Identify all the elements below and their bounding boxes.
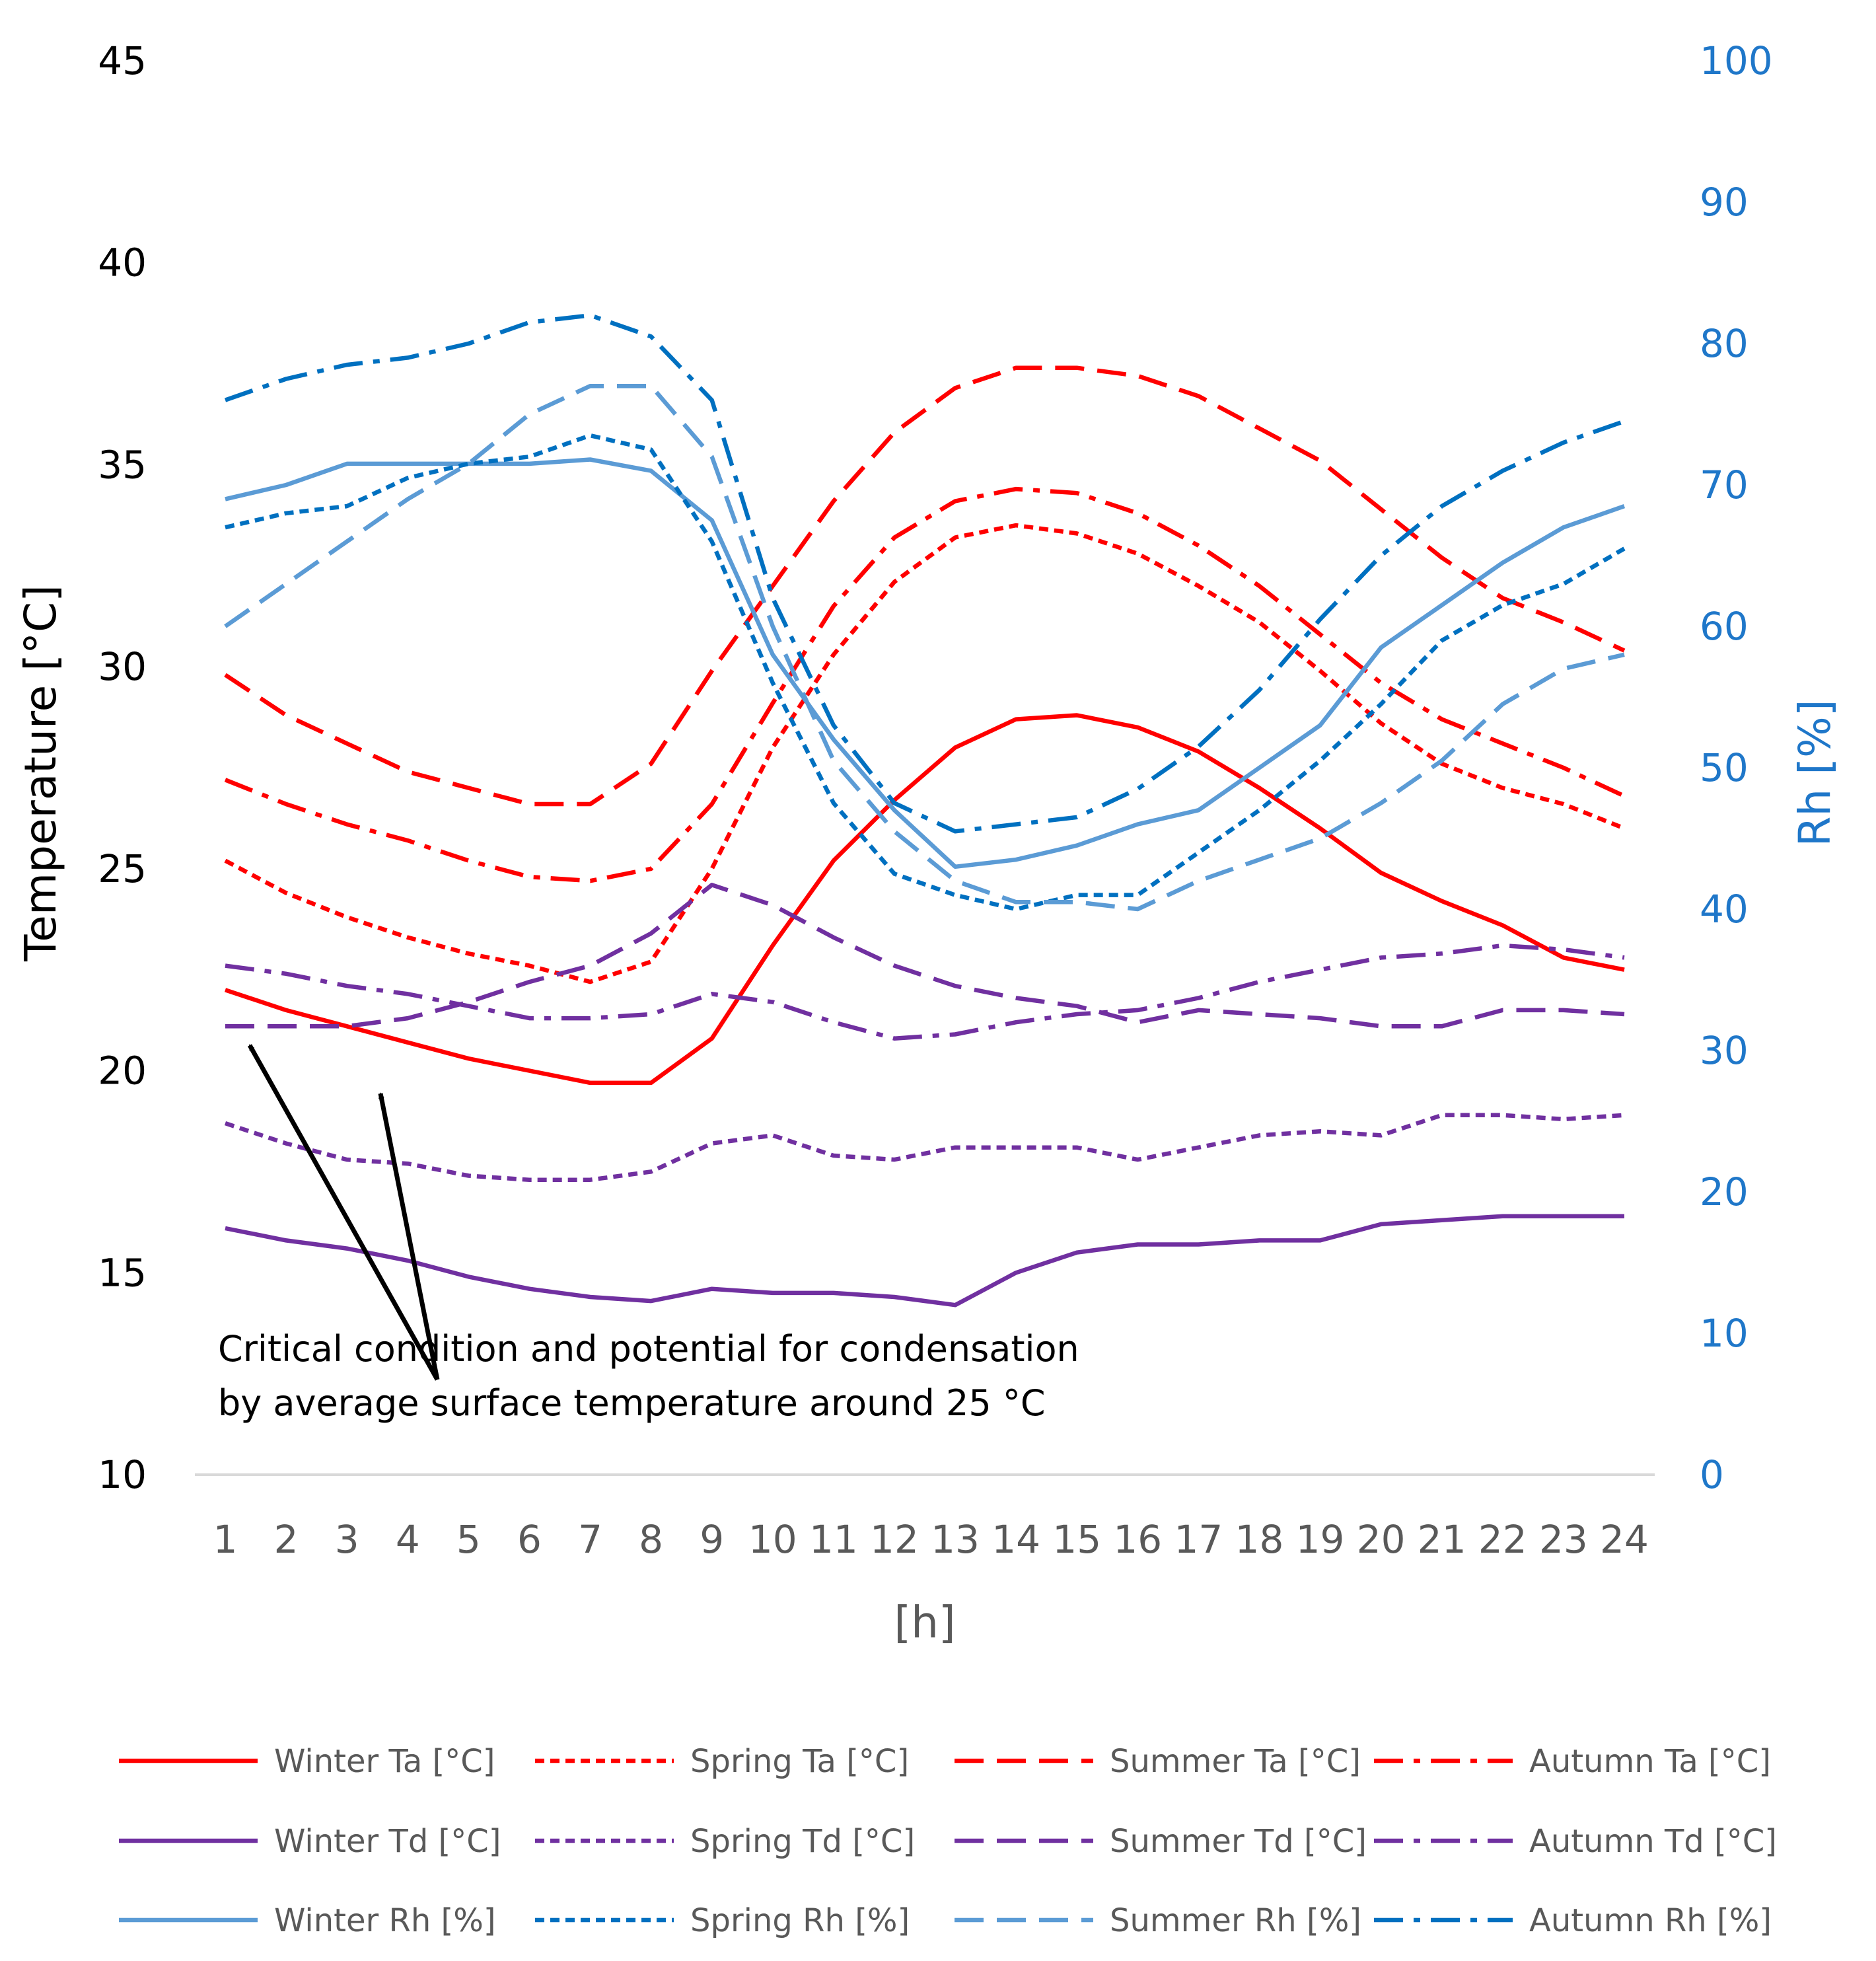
- left-tick-label: 35: [98, 442, 147, 487]
- right-tick-label: 80: [1700, 321, 1749, 366]
- left-tick-label: 15: [98, 1250, 147, 1295]
- left-axis-title: Temperature [°C]: [15, 585, 66, 962]
- left-tick-label: 30: [98, 644, 147, 689]
- annotation-line-1: Critical condition and potential for con…: [218, 1328, 1079, 1370]
- x-tick-label: 19: [1296, 1517, 1345, 1562]
- x-tick-label: 4: [396, 1517, 420, 1562]
- left-tick-label: 10: [98, 1452, 147, 1497]
- right-tick-label: 10: [1700, 1311, 1749, 1356]
- x-axis-title: [h]: [894, 1597, 955, 1648]
- series-line-9: [225, 433, 1626, 912]
- right-tick-label: 40: [1700, 887, 1749, 932]
- x-tick-label: 11: [809, 1517, 858, 1562]
- x-tick-label: 13: [931, 1517, 980, 1562]
- legend-label: Spring Rh [%]: [690, 1902, 910, 1939]
- x-tick-label: 18: [1235, 1517, 1284, 1562]
- annotation-arrow-2: [378, 1092, 440, 1380]
- series-lines: [224, 313, 1626, 1308]
- left-tick-label: 25: [98, 846, 147, 891]
- series-line-7: [225, 943, 1625, 1041]
- x-tick-label: 1: [213, 1517, 238, 1562]
- right-tick-label: 90: [1700, 180, 1749, 225]
- x-tick-label: 5: [456, 1517, 481, 1562]
- x-tick-label: 20: [1357, 1517, 1406, 1562]
- right-tick-label: 100: [1700, 38, 1773, 83]
- legend-label: Winter Ta [°C]: [274, 1743, 495, 1780]
- x-tick-label: 6: [517, 1517, 542, 1562]
- right-axis-title: Rh [%]: [1789, 700, 1840, 847]
- right-tick-label: 70: [1700, 462, 1749, 507]
- legend-label: Summer Ta [°C]: [1110, 1743, 1361, 1780]
- x-tick-label: 9: [700, 1517, 724, 1562]
- right-tick-label: 0: [1700, 1452, 1724, 1497]
- annotation: Critical condition and potential for con…: [218, 1044, 1079, 1424]
- series-line-11: [224, 313, 1626, 834]
- series-line-4: [225, 1214, 1624, 1308]
- x-axis-ticks: 1 2 3 4 5 6 7 8 9 10 11 12 13 14 15 16 17 18 19 20 21 22 23 24: [213, 1517, 1649, 1562]
- legend: Winter Ta [°C] Spring Ta [°C] Summer Ta [°…: [119, 1743, 1777, 1939]
- x-tick-label: 14: [992, 1517, 1040, 1562]
- legend-label: Autumn Ta [°C]: [1529, 1743, 1771, 1780]
- right-tick-label: 50: [1700, 745, 1749, 790]
- x-tick-label: 10: [748, 1517, 797, 1562]
- x-tick-label: 3: [335, 1517, 359, 1562]
- annotation-arrow-1: [247, 1044, 440, 1381]
- right-tick-label: 30: [1700, 1028, 1749, 1073]
- series-line-0: [224, 713, 1625, 1086]
- series-line-8: [225, 457, 1626, 870]
- right-tick-label: 20: [1700, 1169, 1749, 1214]
- x-tick-label: 23: [1539, 1517, 1588, 1562]
- series-line-2: [224, 365, 1626, 807]
- x-tick-label: 16: [1113, 1517, 1162, 1562]
- right-axis-ticks: 0 10 20 30 40 50 60 70 80 90 100: [1700, 38, 1773, 1497]
- legend-label: Spring Td [°C]: [690, 1823, 915, 1860]
- x-tick-label: 21: [1418, 1517, 1466, 1562]
- legend-label: Summer Td [°C]: [1110, 1823, 1367, 1860]
- x-tick-label: 2: [274, 1517, 299, 1562]
- legend-label: Winter Td [°C]: [274, 1823, 501, 1860]
- series-line-5: [224, 1113, 1625, 1182]
- x-tick-label: 22: [1478, 1517, 1527, 1562]
- left-tick-label: 40: [98, 240, 147, 285]
- x-tick-label: 15: [1052, 1517, 1101, 1562]
- x-tick-label: 24: [1600, 1517, 1649, 1562]
- legend-label: Autumn Td [°C]: [1529, 1823, 1777, 1860]
- series-line-3: [224, 486, 1626, 883]
- annotation-line-2: by average surface temperature around 25…: [218, 1382, 1046, 1424]
- x-tick-label: 17: [1174, 1517, 1223, 1562]
- series-line-10: [224, 383, 1625, 912]
- x-tick-label: 12: [870, 1517, 919, 1562]
- left-tick-label: 20: [98, 1049, 147, 1093]
- legend-label: Winter Rh [%]: [274, 1902, 496, 1939]
- legend-label: Autumn Rh [%]: [1529, 1902, 1772, 1939]
- legend-label: Summer Rh [%]: [1110, 1902, 1361, 1939]
- x-tick-label: 8: [639, 1517, 663, 1562]
- right-tick-label: 60: [1700, 604, 1749, 649]
- legend-label: Spring Ta [°C]: [690, 1743, 909, 1780]
- left-axis-ticks: 10 15 20 25 30 35 40 45: [98, 38, 147, 1497]
- series-line-1: [224, 523, 1626, 984]
- left-tick-label: 45: [98, 38, 147, 83]
- x-tick-label: 7: [578, 1517, 602, 1562]
